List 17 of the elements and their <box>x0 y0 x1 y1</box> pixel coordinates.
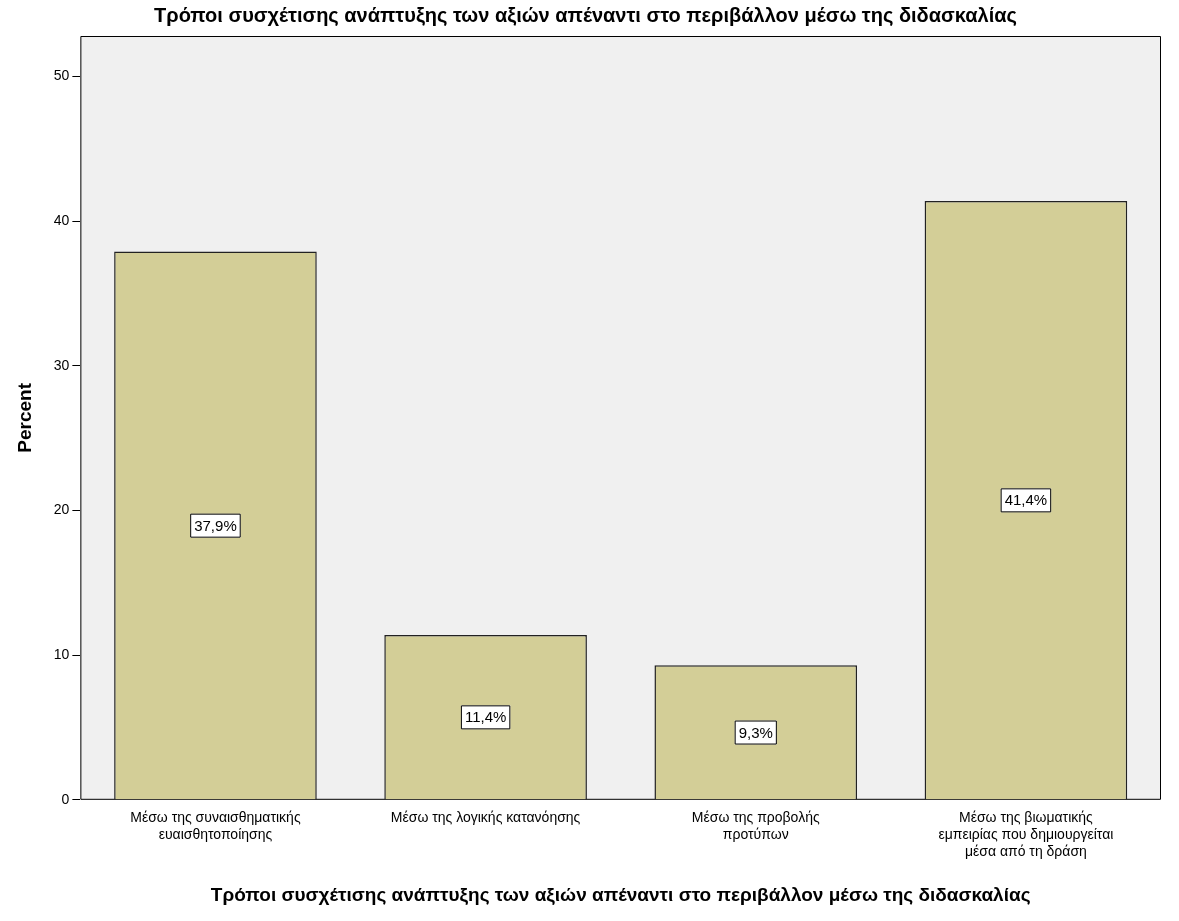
y-tick-label: 30 <box>53 356 70 373</box>
y-axis-title: Percent <box>13 382 35 453</box>
y-tick-label: 20 <box>53 501 70 518</box>
y-tick-label: 50 <box>53 67 70 84</box>
y-tick-label: 10 <box>53 646 70 662</box>
y-tick-label: 0 <box>61 790 70 807</box>
x-axis-title: Τρόποι συσχέτισης ανάπτυξης των αξιών απέναντι στο περιβάλλον μέσω της διδασκαλίας <box>210 883 1031 906</box>
chart-title: Τρόποι συσχέτισης ανάπτυξης των αξιών απέναντι στο περιβάλλον μέσω της διδασκαλίας <box>154 3 1017 26</box>
x-tick-label: Μέσω της προβολής προτύπων <box>691 809 820 842</box>
y-tick-label: 40 <box>53 212 70 229</box>
data-label: 37,9% <box>194 516 237 534</box>
x-tick-label: Μέσω της συναισθηματικής ευαισθητοποίησης <box>130 809 301 842</box>
data-label: 41,4% <box>1004 491 1048 509</box>
data-label: 11,4% <box>464 708 507 726</box>
x-tick-label: Μέσω της λογικής κατανόησης <box>390 809 581 826</box>
x-tick-label: Μέσω της βιωματικής εμπειρίας που δημιουργείται μέσα από τη δράση <box>938 809 1114 859</box>
data-label: 9,3% <box>738 723 773 741</box>
